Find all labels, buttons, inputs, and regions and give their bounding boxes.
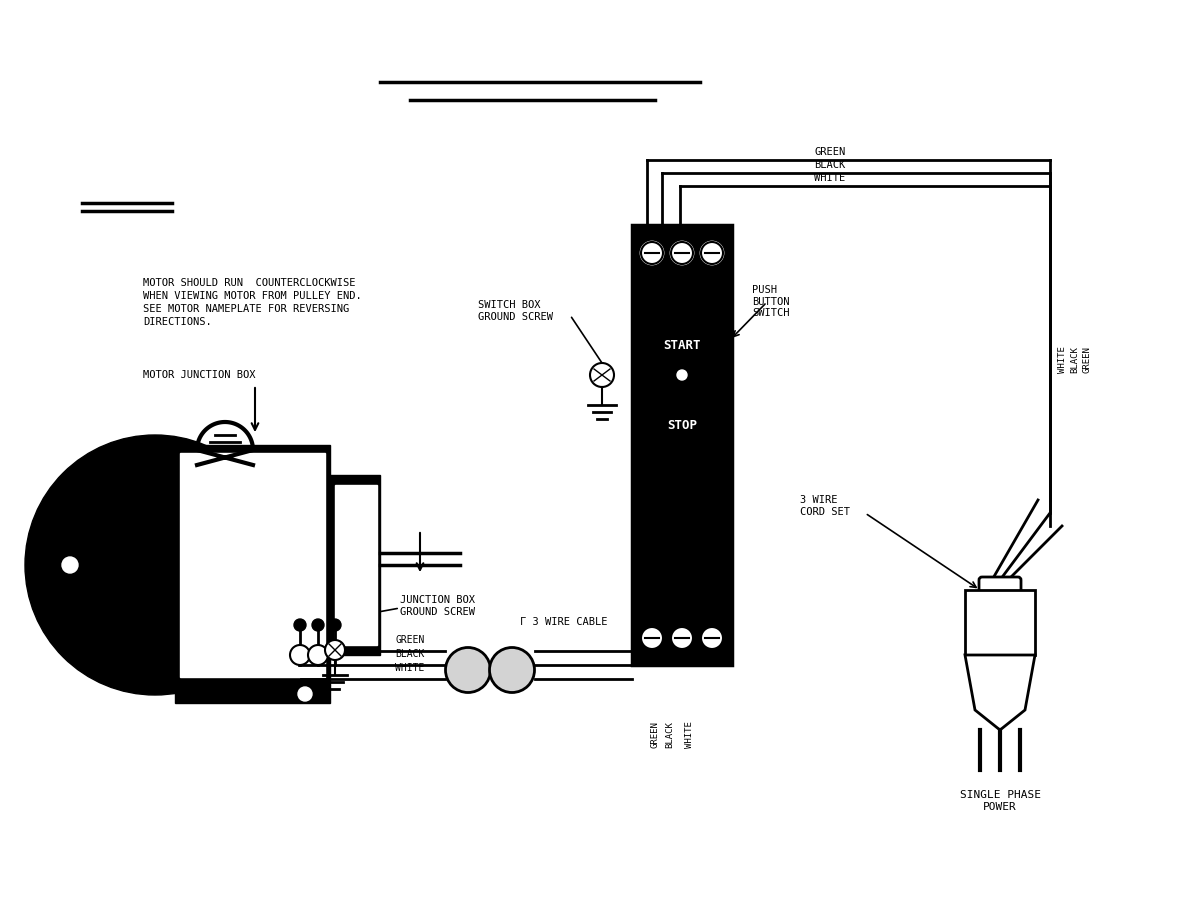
Text: PUSH
BUTTON
SWITCH: PUSH BUTTON SWITCH <box>752 285 790 319</box>
Text: Γ 3 WIRE CABLE: Γ 3 WIRE CABLE <box>520 617 607 627</box>
Bar <box>632 280 732 610</box>
Circle shape <box>290 645 310 665</box>
Ellipse shape <box>446 647 491 692</box>
Text: SEE MOTOR NAMEPLATE FOR REVERSING: SEE MOTOR NAMEPLATE FOR REVERSING <box>143 304 349 314</box>
FancyBboxPatch shape <box>979 577 1020 608</box>
Circle shape <box>25 435 285 695</box>
Text: BLACK: BLACK <box>665 722 674 748</box>
Text: WHITE: WHITE <box>396 663 424 673</box>
Circle shape <box>326 640 345 660</box>
Text: START: START <box>663 339 701 352</box>
Bar <box>335 485 377 645</box>
Bar <box>965 590 1035 655</box>
Circle shape <box>293 619 307 631</box>
Bar <box>175 445 330 685</box>
Bar <box>632 225 732 280</box>
Text: GREEN: GREEN <box>396 635 424 645</box>
Ellipse shape <box>489 647 535 692</box>
Circle shape <box>298 687 312 701</box>
Circle shape <box>642 242 663 264</box>
Text: 3 WIRE
CORD SET: 3 WIRE CORD SET <box>800 495 849 517</box>
Circle shape <box>590 363 614 387</box>
Text: MOTOR SHOULD RUN  COUNTERCLOCKWISE: MOTOR SHOULD RUN COUNTERCLOCKWISE <box>143 278 355 288</box>
Text: DIRECTIONS.: DIRECTIONS. <box>143 317 211 327</box>
Circle shape <box>671 242 693 264</box>
Bar <box>181 453 326 677</box>
Bar <box>330 475 380 655</box>
Text: GREEN: GREEN <box>650 722 659 748</box>
Bar <box>632 225 732 665</box>
Text: WHITE: WHITE <box>815 173 846 183</box>
Text: BLACK: BLACK <box>815 160 846 170</box>
Polygon shape <box>965 655 1035 730</box>
Bar <box>175 685 330 703</box>
Text: GREEN: GREEN <box>1082 347 1091 374</box>
Circle shape <box>701 242 723 264</box>
Text: MOTOR JUNCTION BOX: MOTOR JUNCTION BOX <box>143 370 255 380</box>
Text: BLACK: BLACK <box>1070 347 1079 374</box>
Text: BLACK: BLACK <box>396 649 424 659</box>
Circle shape <box>62 557 78 573</box>
Text: SWITCH BOX
GROUND SCREW: SWITCH BOX GROUND SCREW <box>478 300 552 321</box>
Circle shape <box>671 242 693 264</box>
Circle shape <box>312 619 324 631</box>
Text: WHEN VIEWING MOTOR FROM PULLEY END.: WHEN VIEWING MOTOR FROM PULLEY END. <box>143 291 362 301</box>
Text: GREEN: GREEN <box>815 147 846 157</box>
Circle shape <box>642 242 663 264</box>
Circle shape <box>701 627 723 649</box>
Text: WHITE: WHITE <box>685 722 694 748</box>
Circle shape <box>677 370 687 380</box>
Text: SINGLE PHASE
POWER: SINGLE PHASE POWER <box>960 790 1041 812</box>
Text: JUNCTION BOX
GROUND SCREW: JUNCTION BOX GROUND SCREW <box>400 595 475 617</box>
Bar <box>632 610 732 665</box>
Circle shape <box>308 645 328 665</box>
Circle shape <box>642 627 663 649</box>
Text: STOP: STOP <box>666 419 697 431</box>
Circle shape <box>308 558 322 572</box>
Circle shape <box>671 627 693 649</box>
Circle shape <box>701 242 723 264</box>
Circle shape <box>329 619 341 631</box>
Text: WHITE: WHITE <box>1059 347 1067 374</box>
